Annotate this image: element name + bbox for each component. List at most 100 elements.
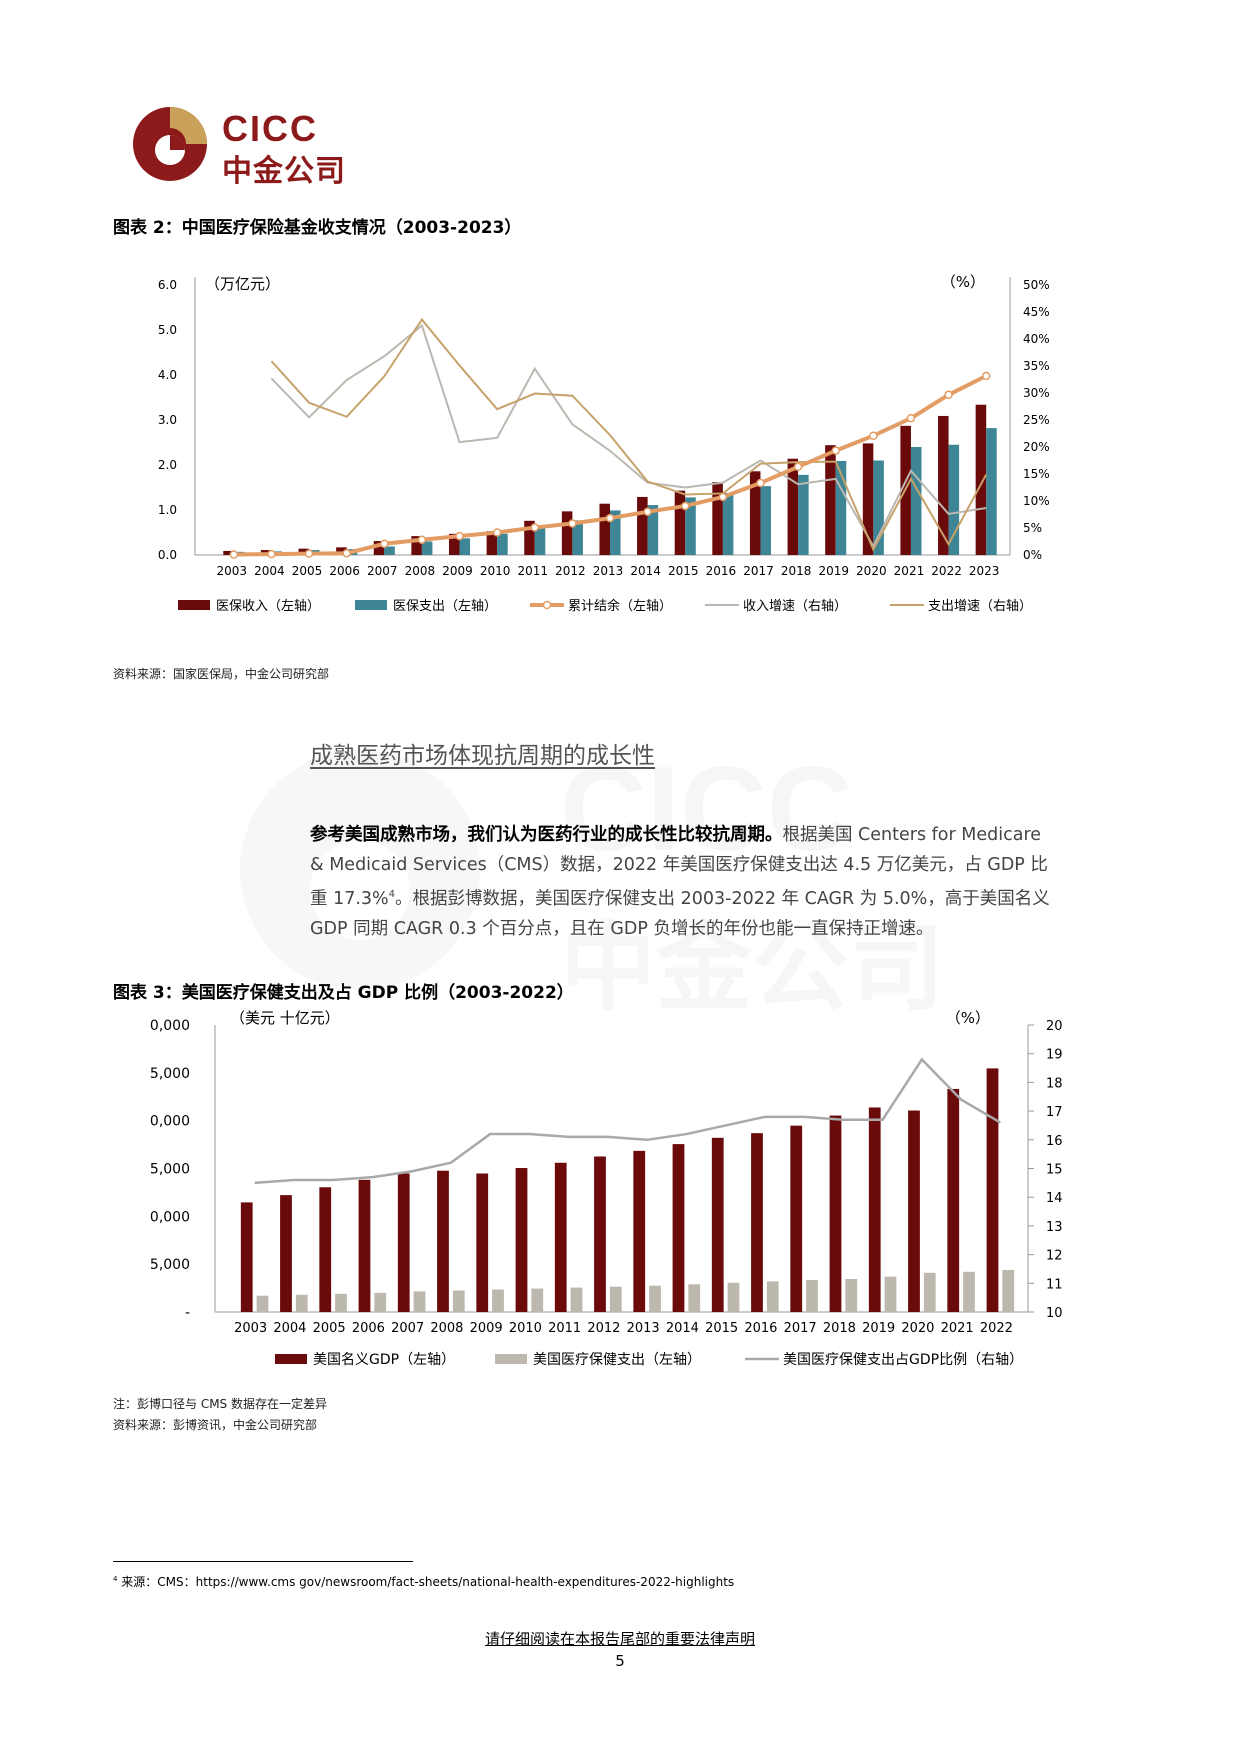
left-unit-label: （万亿元） — [205, 275, 280, 293]
x-tick-label: 2019 — [862, 1321, 895, 1336]
figure2-title: 图表 2：中国医疗保险基金收支情况（2003-2023） — [113, 218, 522, 238]
expense-bar — [798, 474, 809, 555]
health-spending-bar — [295, 1294, 308, 1312]
expense-bar — [572, 520, 583, 555]
right-tick-label: 19 — [1046, 1048, 1063, 1063]
gdp-bar — [790, 1125, 803, 1312]
balance-point — [492, 528, 502, 537]
left-tick-label: 5.0 — [158, 323, 177, 337]
income-bar — [411, 536, 422, 555]
legend-label: 累计结余（左轴） — [568, 598, 672, 614]
balance-point — [417, 535, 427, 544]
balance-point — [530, 523, 540, 532]
income-bar — [524, 520, 535, 555]
right-tick-label: 15 — [1046, 1163, 1063, 1178]
para-line-1-rest: 根据美国 Centers for Medicare — [782, 825, 1042, 845]
expense-bar — [722, 492, 734, 555]
section-heading: 成熟医药市场体现抗周期的成长性 — [310, 743, 655, 769]
health-spending-bar — [884, 1276, 897, 1312]
income-bar — [336, 547, 347, 555]
left-tick-label: 1.0 — [158, 503, 177, 517]
right-unit-label: （%） — [941, 273, 985, 291]
x-tick-label: 2016 — [744, 1321, 777, 1336]
income-bar — [599, 503, 610, 555]
gdp-bar — [868, 1107, 881, 1312]
footnote-ref[interactable]: 4 — [388, 889, 396, 900]
balance-point — [718, 492, 728, 502]
x-tick-label: 2012 — [587, 1321, 620, 1336]
expense-bar — [760, 486, 772, 555]
health-spending-bar — [570, 1287, 583, 1312]
expense-growth-line — [270, 317, 988, 552]
income-bar — [448, 533, 460, 555]
health-spending-bar — [492, 1289, 504, 1312]
logo-english: CICC — [222, 108, 318, 149]
left-unit-label: （美元 十亿元） — [230, 1009, 340, 1027]
footer-disclaimer[interactable]: 请仔细阅读在本报告尾部的重要法律声明 — [484, 1630, 755, 1648]
left-tick-label: 6.0 — [158, 278, 177, 292]
income-bar — [975, 404, 987, 555]
gdp-bar — [397, 1173, 410, 1312]
balance-point — [944, 390, 953, 400]
income-bar — [862, 443, 874, 555]
gdp-bar — [986, 1068, 999, 1312]
gdp-bar — [358, 1179, 371, 1312]
cicc-logo: CICC 中金公司 — [130, 104, 360, 188]
figure3-note: 注：彭博口径与 CMS 数据存在一定差异 — [113, 1397, 327, 1411]
gdp-bar — [554, 1162, 567, 1312]
expense-bar — [534, 528, 546, 555]
para-line-4: GDP 同期 CAGR 0.3 个百分点，且在 GDP 负增长的年份也能一直保持… — [310, 918, 934, 939]
right-tick-label: 0% — [1023, 548, 1042, 562]
x-tick-label: 2009 — [470, 1321, 503, 1336]
health-spending-bar — [727, 1282, 740, 1312]
left-tick-label: 2.0 — [158, 458, 177, 472]
x-tick-label: 2006 — [352, 1321, 385, 1336]
balance-point — [906, 413, 916, 423]
left-tick-label: 15,000 — [150, 1162, 190, 1178]
income-bar — [373, 541, 385, 555]
health-spending-bar — [688, 1284, 701, 1312]
health-spending-bar — [923, 1272, 936, 1312]
health-gdp-ratio-line — [254, 1057, 1002, 1185]
income-bar — [674, 490, 686, 555]
x-tick-label: 2018 — [823, 1321, 856, 1336]
expense-bar — [835, 460, 847, 555]
x-tick-label: 2020 — [856, 564, 887, 578]
right-unit-label: （%） — [946, 1009, 990, 1027]
expense-bar — [948, 444, 960, 555]
gdp-bar — [319, 1187, 332, 1312]
left-tick-label: 5,000 — [150, 1257, 190, 1273]
gdp-bar — [829, 1115, 842, 1312]
x-tick-label: 2017 — [784, 1321, 817, 1336]
figure3-title: 图表 3：美国医疗保健支出及占 GDP 比例（2003-2022） — [113, 983, 574, 1003]
body-paragraph: 参考美国成熟市场，我们认为医药行业的成长性比较抗周期。根据美国 Centers … — [310, 820, 1130, 944]
expense-bar — [685, 497, 696, 555]
right-tick-label: 13 — [1046, 1220, 1063, 1235]
x-tick-label: 2022 — [980, 1321, 1013, 1336]
legend-label: 支出增速（右轴） — [928, 599, 1032, 614]
income-bar — [637, 496, 648, 555]
figure3-source: 资料来源：彭博资讯，中金公司研究部 — [113, 1418, 318, 1432]
balance-point — [869, 431, 878, 440]
x-tick-label: 2011 — [517, 564, 548, 578]
right-tick-label: 30% — [1023, 386, 1050, 400]
legend-label: 美国医疗保健支出（左轴） — [533, 1352, 701, 1368]
figure2-source: 资料来源：国家医保局，中金公司研究部 — [113, 667, 330, 681]
legend-label: 美国名义GDP（左轴） — [313, 1352, 455, 1368]
health-spending-bar — [963, 1271, 975, 1312]
gdp-bar — [711, 1137, 724, 1312]
x-tick-label: 2014 — [630, 564, 661, 578]
expense-bar — [421, 541, 433, 555]
right-tick-label: 50% — [1023, 278, 1050, 292]
x-tick-label: 2021 — [894, 564, 925, 578]
x-tick-label: 2012 — [555, 564, 586, 578]
x-tick-label: 2009 — [442, 564, 473, 578]
para-line-3b: 。根据彭博数据，美国医疗保健支出 2003-2022 年 CAGR 为 5.0%… — [395, 888, 1050, 909]
income-bar — [787, 458, 799, 555]
para-line-3a: 重 17.3% — [310, 888, 389, 909]
income-bar — [712, 482, 723, 555]
balance-point — [605, 513, 615, 523]
legend-swatch — [355, 600, 387, 610]
right-tick-label: 20% — [1023, 440, 1050, 454]
right-tick-label: 45% — [1023, 305, 1050, 319]
